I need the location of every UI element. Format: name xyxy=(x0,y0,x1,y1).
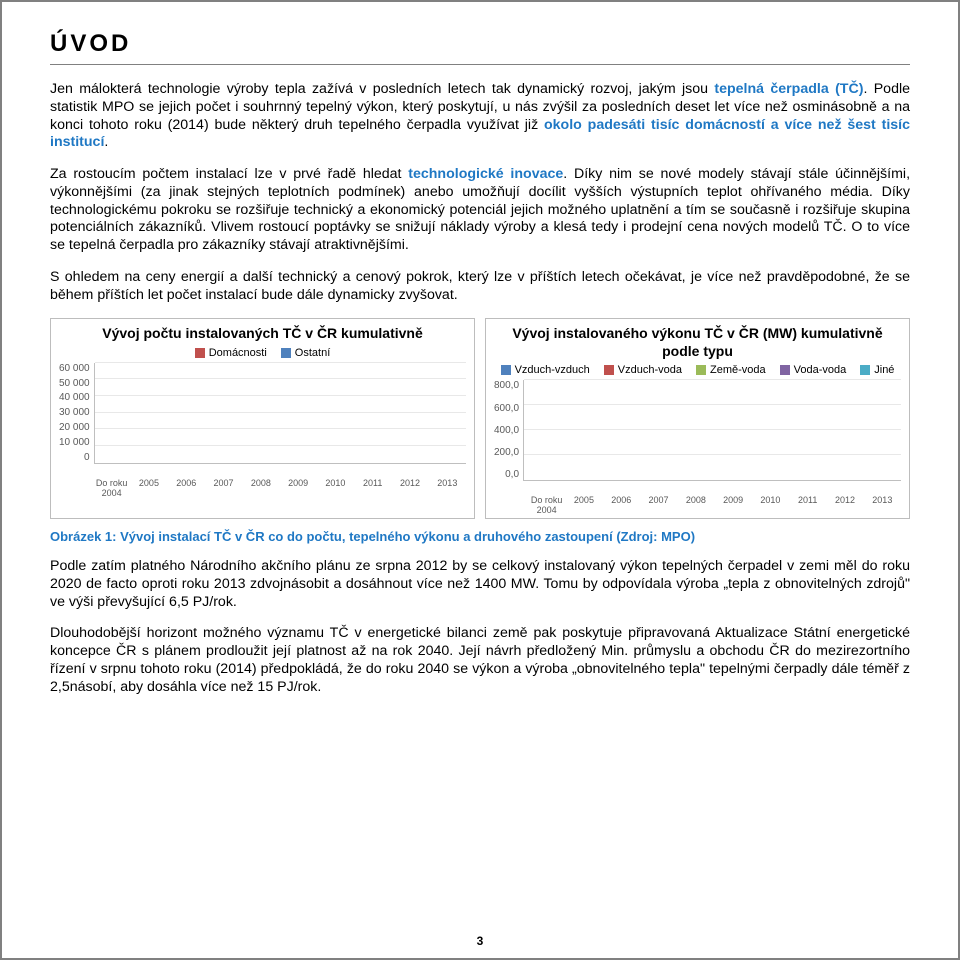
paragraph-4: Podle zatím platného Národního akčního p… xyxy=(50,558,910,611)
chart-power: Vývoj instalovaného výkonu TČ v ČR (MW) … xyxy=(485,318,910,519)
heading-rule xyxy=(50,64,910,65)
highlight-innovation: technologické inovace xyxy=(408,166,563,182)
chart-power-yaxis: 800,0600,0400,0200,00,0 xyxy=(494,380,523,480)
page: ÚVOD Jen málokterá technologie výroby te… xyxy=(0,0,960,960)
chart-count-legend: DomácnostiOstatní xyxy=(59,347,466,359)
chart-count-plot xyxy=(94,363,466,464)
chart-power-bars xyxy=(524,380,901,480)
chart-count-title: Vývoj počtu instalovaných TČ v ČR kumula… xyxy=(59,325,466,343)
term-tc: tepelná čerpadla (TČ) xyxy=(714,81,863,97)
chart-count-xaxis: Do roku 20042005200620072008200920102011… xyxy=(59,479,466,499)
chart-power-legend: Vzduch-vzduchVzduch-vodaZemě-vodaVoda-vo… xyxy=(494,364,901,376)
chart-count-yaxis: 60 00050 00040 00030 00020 00010 0000 xyxy=(59,363,94,463)
chart-power-xaxis: Do roku 20042005200620072008200920102011… xyxy=(494,496,901,516)
page-number: 3 xyxy=(2,934,958,948)
figure-caption: Obrázek 1: Vývoj instalací TČ v ČR co do… xyxy=(50,529,910,544)
paragraph-2: Za rostoucím počtem instalací lze v prvé… xyxy=(50,166,910,255)
chart-power-title: Vývoj instalovaného výkonu TČ v ČR (MW) … xyxy=(494,325,901,360)
chart-power-body: 800,0600,0400,0200,00,0 xyxy=(494,380,901,496)
paragraph-1: Jen málokterá technologie výroby tepla z… xyxy=(50,81,910,152)
paragraph-3: S ohledem na ceny energií a další techni… xyxy=(50,269,910,305)
heading-uvod: ÚVOD xyxy=(50,30,910,58)
charts-container: Vývoj počtu instalovaných TČ v ČR kumula… xyxy=(50,318,910,519)
chart-power-plot xyxy=(523,380,901,481)
chart-count: Vývoj počtu instalovaných TČ v ČR kumula… xyxy=(50,318,475,519)
paragraph-5: Dlouhodobější horizont možného významu T… xyxy=(50,625,910,696)
chart-count-body: 60 00050 00040 00030 00020 00010 0000 xyxy=(59,363,466,479)
